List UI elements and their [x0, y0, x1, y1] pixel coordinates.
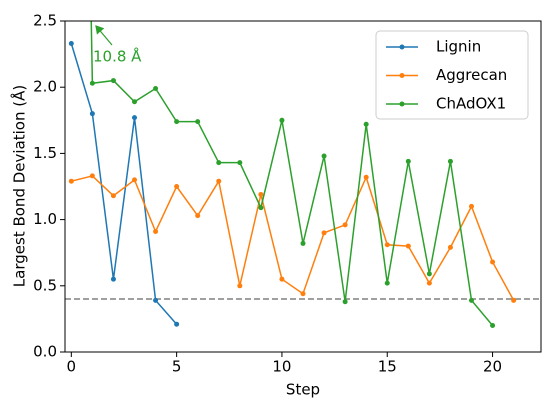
data-point [300, 291, 306, 297]
x-tick-label: 20 [483, 358, 502, 376]
legend-box [375, 30, 529, 120]
data-point [174, 184, 180, 189]
data-point [342, 222, 348, 228]
data-point [153, 86, 159, 92]
data-point [363, 121, 369, 127]
data-point [279, 117, 285, 123]
data-point [174, 321, 180, 327]
y-tick-label: 0.0 [33, 343, 57, 361]
data-point [89, 80, 95, 86]
x-tick-label: 15 [378, 358, 397, 376]
data-point [195, 213, 201, 219]
data-point [279, 276, 285, 282]
data-point [258, 191, 264, 197]
data-point [405, 158, 411, 164]
data-point [384, 242, 390, 248]
data-point [447, 158, 453, 164]
legend-marker [399, 101, 405, 107]
legend-marker [399, 44, 405, 50]
data-point [490, 323, 496, 329]
data-point [110, 78, 116, 84]
data-point [490, 259, 496, 265]
data-point [237, 283, 243, 289]
data-point [110, 193, 116, 199]
data-point [68, 41, 74, 47]
axes-frame [64, 20, 542, 353]
data-point [258, 205, 264, 211]
data-point [300, 240, 306, 246]
data-point [468, 297, 474, 303]
x-axis-label: Step [286, 381, 320, 399]
x-tick-label: 0 [67, 358, 77, 376]
x-tick-label: 5 [172, 358, 182, 376]
y-tick-label: 1.5 [33, 144, 57, 162]
annotation: 10.8 Å [93, 47, 142, 66]
data-point [426, 280, 432, 286]
y-tick-label: 2.5 [33, 12, 57, 30]
legend-label: Lignin [436, 38, 481, 56]
data-point [195, 119, 201, 125]
data-point [132, 99, 138, 105]
data-point [363, 174, 369, 180]
series-line [71, 175, 515, 301]
data-point [89, 111, 95, 117]
data-point [342, 299, 348, 305]
data-point [321, 230, 327, 236]
data-point [447, 244, 453, 250]
data-point [132, 177, 138, 183]
data-point [321, 153, 327, 159]
annotation-arrow [95, 25, 113, 46]
data-point [511, 297, 517, 303]
data-point [216, 160, 222, 166]
data-point [89, 173, 95, 179]
data-point [237, 160, 243, 166]
data-point [68, 178, 74, 184]
x-tick-label: 10 [272, 358, 291, 376]
data-point [426, 271, 432, 277]
y-tick-label: 1.0 [33, 210, 57, 228]
y-tick-label: 2.0 [33, 78, 57, 96]
data-point [384, 280, 390, 286]
y-axis-label: Largest Bond Deviation (Å) [10, 85, 29, 287]
data-point [132, 115, 138, 121]
data-point [405, 243, 411, 249]
legend-label: ChAdOX1 [436, 95, 506, 113]
plot-area [65, 21, 541, 329]
data-point [110, 276, 116, 282]
data-point [153, 229, 159, 235]
legend-label: Aggrecan [436, 66, 507, 84]
series-line [70, 43, 178, 325]
data-point [468, 203, 474, 209]
data-point [153, 297, 159, 303]
y-tick-label: 0.5 [33, 276, 57, 294]
legend-marker [399, 73, 405, 78]
data-point [174, 119, 180, 125]
data-point [216, 178, 222, 184]
